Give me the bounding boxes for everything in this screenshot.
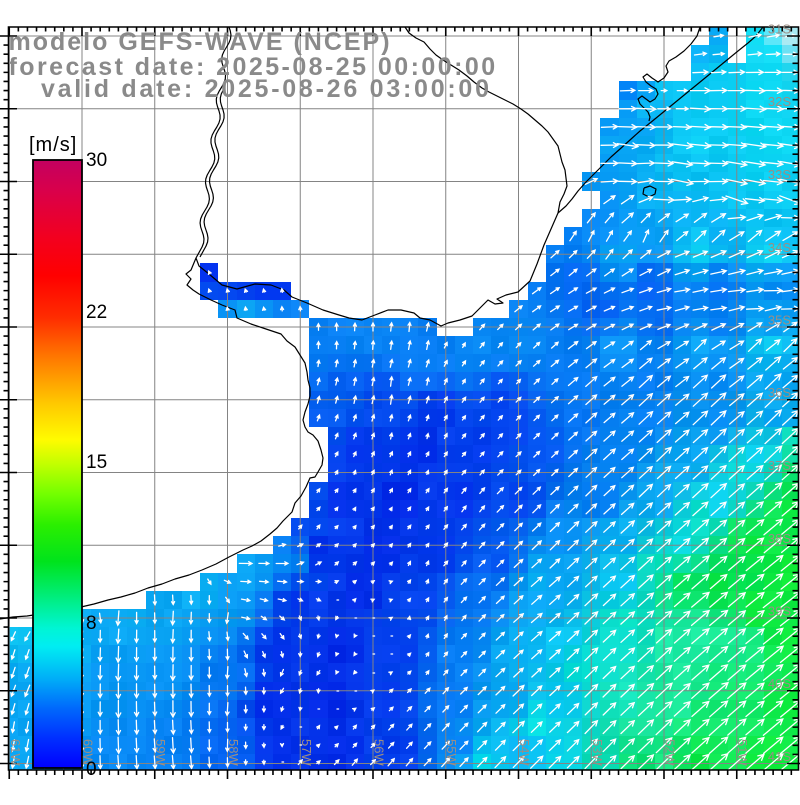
svg-text:8: 8 [86, 613, 97, 634]
svg-text:30: 30 [86, 150, 107, 171]
svg-text:53W: 53W [590, 739, 605, 766]
svg-text:38S: 38S [768, 531, 791, 546]
svg-text:59W: 59W [153, 739, 168, 766]
svg-text:52W: 52W [663, 739, 678, 766]
svg-text:51W: 51W [735, 739, 750, 766]
svg-text:31S: 31S [768, 22, 791, 37]
svg-text:15: 15 [86, 452, 107, 473]
svg-text:35S: 35S [768, 313, 791, 328]
svg-text:modelo GEFS-WAVE (NCEP): modelo GEFS-WAVE (NCEP) [9, 28, 392, 56]
svg-text:37S: 37S [768, 458, 791, 473]
svg-text:61W: 61W [8, 739, 23, 766]
svg-text:0: 0 [86, 759, 97, 780]
svg-text:41S: 41S [768, 749, 791, 764]
svg-text:54W: 54W [517, 739, 532, 766]
svg-text:56W: 56W [372, 739, 387, 766]
svg-text:valid date: 2025-08-26 03:00:0: valid date: 2025-08-26 03:00:00 [41, 75, 492, 103]
svg-text:58W: 58W [226, 739, 241, 766]
svg-text:39S: 39S [768, 604, 791, 619]
svg-text:34S: 34S [768, 240, 791, 255]
svg-text:32S: 32S [768, 94, 791, 109]
svg-text:36S: 36S [768, 385, 791, 400]
svg-text:55W: 55W [444, 739, 459, 766]
svg-text:40S: 40S [768, 676, 791, 691]
svg-text:33S: 33S [768, 167, 791, 182]
svg-text:57W: 57W [299, 739, 314, 766]
svg-text:[m/s]: [m/s] [29, 134, 77, 156]
svg-text:22: 22 [86, 302, 107, 323]
